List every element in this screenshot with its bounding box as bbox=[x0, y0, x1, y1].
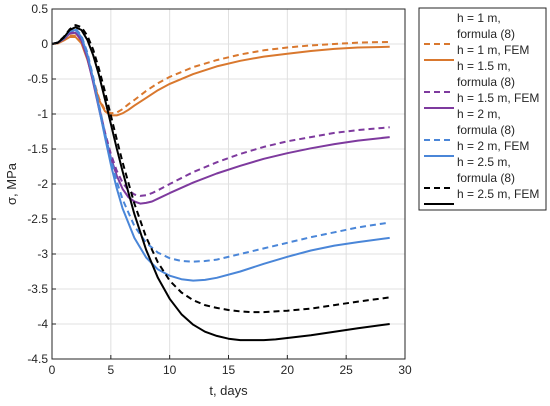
y-tick-label-3: -1 bbox=[37, 107, 48, 121]
y-tick-label-6: -2.5 bbox=[27, 212, 48, 226]
legend-entry-5-line-0: h = 2 m, FEM bbox=[457, 139, 529, 153]
y-tick-label-1: 0 bbox=[41, 37, 48, 51]
axes bbox=[51, 8, 406, 360]
series-line-0 bbox=[51, 34, 390, 115]
x-tick-label-2: 10 bbox=[163, 363, 177, 377]
tick-labels: 0 5 10 15 20 25 30 0.5 0 -0.5 -1 -1.5 -2 -2.5 -3 -3.5 -4… bbox=[27, 2, 412, 377]
legend-entry-6: h = 2.5 m, formula (8) bbox=[457, 155, 515, 185]
legend-entry-6-line-0: h = 2.5 m, bbox=[457, 155, 511, 169]
y-tick-label-7: -3 bbox=[37, 247, 48, 261]
legend-entry-5: h = 2 m, FEM bbox=[457, 139, 529, 153]
legend-entry-4-line-0: h = 2 m, bbox=[457, 107, 501, 121]
y-tick-label-0: 0.5 bbox=[31, 2, 48, 16]
legend-entry-1: h = 1 m, FEM bbox=[457, 43, 529, 57]
legend-entry-7: h = 2.5 m, FEM bbox=[457, 187, 539, 201]
legend-entry-7-line-0: h = 2.5 m, FEM bbox=[457, 187, 539, 201]
legend-entry-2-line-0: h = 1.5 m, bbox=[457, 59, 511, 73]
y-tick-label-9: -4 bbox=[37, 317, 48, 331]
y-tick-label-10: -4.5 bbox=[27, 352, 48, 366]
legend-entry-0: h = 1 m, formula (8) bbox=[457, 11, 515, 41]
legend-entry-1-line-0: h = 1 m, FEM bbox=[457, 43, 529, 57]
series-line-5 bbox=[51, 29, 390, 282]
x-axis-label: t, days bbox=[209, 383, 248, 398]
x-tick-label-6: 30 bbox=[398, 363, 412, 377]
y-tick-label-2: -0.5 bbox=[27, 72, 48, 86]
x-tick-label-5: 25 bbox=[339, 363, 353, 377]
legend: h = 1 m, formula (8) h = 1 m, FEM h = 1.5 m… bbox=[418, 7, 547, 211]
legend-entry-4: h = 2 m, formula (8) bbox=[457, 107, 515, 137]
legend-entry-2-line-1: formula (8) bbox=[457, 75, 515, 89]
x-tick-label-4: 20 bbox=[281, 363, 295, 377]
legend-entry-0-line-1: formula (8) bbox=[457, 27, 515, 41]
legend-entry-0-line-0: h = 1 m, bbox=[457, 11, 501, 25]
legend-entry-3: h = 1.5 m, FEM bbox=[457, 91, 539, 105]
series-line-6 bbox=[51, 24, 390, 314]
legend-entry-2: h = 1.5 m, formula (8) bbox=[457, 59, 515, 89]
series-line-7 bbox=[51, 26, 390, 342]
series-line-1 bbox=[51, 36, 390, 117]
legend-entry-4-line-1: formula (8) bbox=[457, 123, 515, 137]
legend-entry-6-line-1: formula (8) bbox=[457, 171, 515, 185]
x-tick-label-0: 0 bbox=[49, 363, 56, 377]
y-axis-label: σ, MPa bbox=[4, 162, 19, 205]
x-tick-label-3: 15 bbox=[222, 363, 236, 377]
y-tick-label-5: -2 bbox=[37, 177, 48, 191]
legend-entry-3-line-0: h = 1.5 m, FEM bbox=[457, 91, 539, 105]
series-layer bbox=[51, 24, 390, 342]
x-tick-label-1: 5 bbox=[107, 363, 114, 377]
y-tick-label-8: -3.5 bbox=[27, 282, 48, 296]
y-tick-label-4: -1.5 bbox=[27, 142, 48, 156]
